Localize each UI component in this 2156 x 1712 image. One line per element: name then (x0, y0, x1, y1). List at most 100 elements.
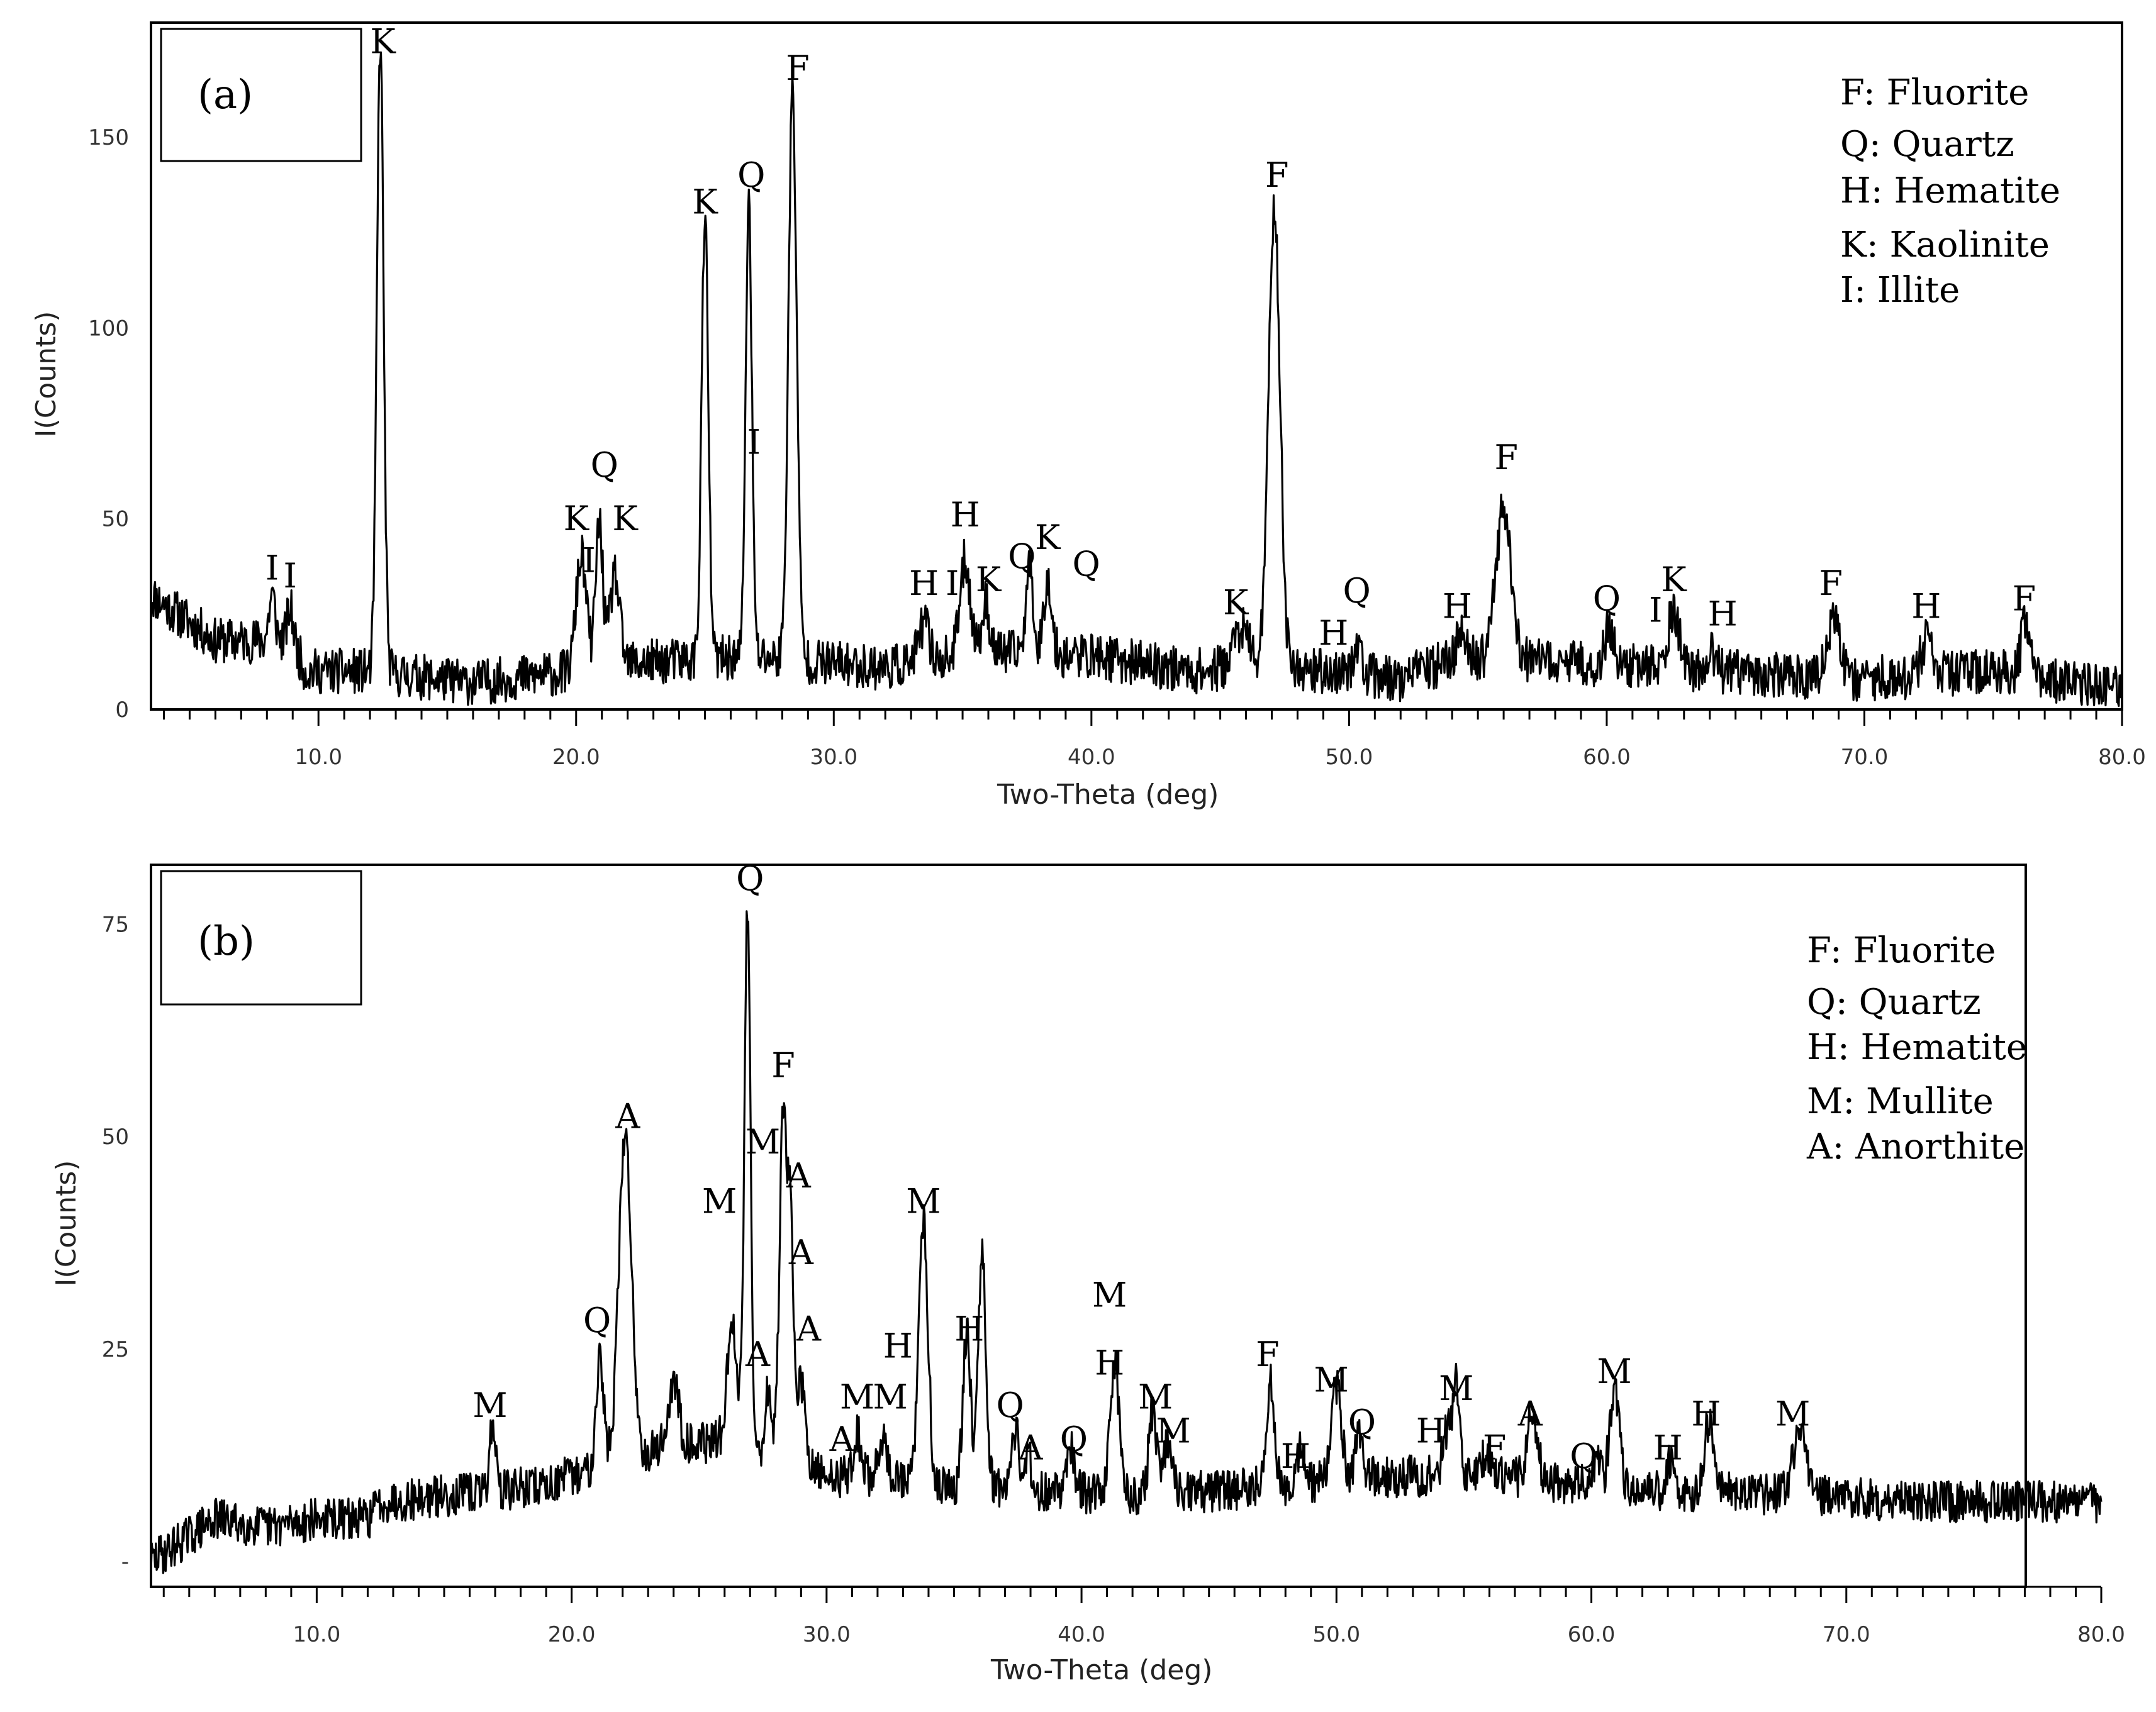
panel-label: (b) (198, 918, 255, 965)
peak-label-m: M (1597, 1352, 1631, 1391)
panel-label-box (160, 870, 362, 1006)
peak-label-k: K (370, 22, 396, 62)
x-tick-label: 40.0 (1068, 745, 1115, 770)
legend-entry-hematite: H: Hematite (1840, 170, 2060, 211)
y-axis-title: I(Counts) (30, 311, 62, 438)
peak-label-a: A (829, 1420, 855, 1459)
peak-label-h: H (1281, 1437, 1310, 1476)
x-tick-label: 70.0 (1841, 745, 1889, 770)
peak-label-q: Q (996, 1386, 1024, 1425)
x-tick-label: 20.0 (552, 745, 600, 770)
peak-label-i: I (583, 541, 596, 581)
peak-label-a: A (745, 1335, 771, 1374)
peak-label-h: H (1691, 1394, 1721, 1433)
panel-b: (b) Two-Theta (deg) I(Counts) F: Fluorit… (50, 859, 2125, 1686)
peak-label-q: Q (1008, 537, 1036, 577)
x-tick-label: 70.0 (1823, 1622, 1870, 1647)
x-tick-label: 50.0 (1326, 745, 1373, 770)
peak-label-a: A (786, 1156, 812, 1196)
peak-label-q: Q (1348, 1403, 1376, 1442)
peak-label-f: F (1256, 1335, 1279, 1374)
peak-label-k: K (976, 560, 1002, 599)
y-tick-label: 75 (102, 913, 129, 938)
peak-label-f: F (1265, 155, 1288, 195)
peak-label-m: M (702, 1182, 737, 1221)
y-tick-label: 25 (102, 1337, 129, 1362)
legend-entry-anorthite: A: Anorthite (1806, 1126, 2025, 1167)
x-axis-title: Two-Theta (deg) (990, 1654, 1212, 1686)
peak-label-a: A (615, 1097, 640, 1137)
peak-label-f: F (2013, 579, 2036, 618)
x-tick-label: 80.0 (2077, 1622, 2125, 1647)
peak-label-h: H (909, 564, 939, 603)
peak-label-q: Q (737, 155, 765, 195)
peak-label-m: M (472, 1386, 507, 1425)
x-tick-label: 30.0 (803, 1622, 851, 1647)
peak-label-h: H (1416, 1411, 1446, 1450)
peak-label-m: M (906, 1182, 941, 1221)
peak-label-h: H (1911, 586, 1941, 626)
xrd-trace (150, 52, 2123, 707)
legend-entry-mullite: M: Mullite (1807, 1081, 1994, 1122)
peak-label-f: F (1483, 1428, 1506, 1467)
panel-a: (a) Two-Theta (deg) I(Counts) F: Fluorit… (30, 21, 2146, 811)
legend-entry-illite: I: Illite (1840, 270, 1960, 311)
legend-entry-fluorite: F: Fluorite (1807, 930, 1996, 971)
axes-ticks: 10.0 20.0 30.0 40.0 50.0 60.0 70.0 80.0 0 50 100 15… (88, 125, 2146, 770)
x-tick-label: 60.0 (1583, 745, 1631, 770)
legend: F: Fluorite Q: Quartz H: Hematite K: Kao… (1840, 72, 2060, 311)
y-tick-label: 100 (88, 316, 129, 341)
diffraction-pattern (150, 910, 2103, 1574)
peak-label-f: F (1819, 564, 1842, 603)
y-tick-label: 150 (88, 125, 129, 150)
xrd-trace (150, 910, 2103, 1574)
peak-label-h: H (883, 1326, 913, 1365)
legend: F: Fluorite Q: Quartz H: Hematite M: Mul… (1806, 930, 2027, 1167)
peak-label-m: M (873, 1377, 908, 1416)
peak-label-q: Q (1060, 1420, 1088, 1459)
peak-label-k: K (612, 499, 639, 538)
x-tick-label: 60.0 (1568, 1622, 1616, 1647)
y-tick-label: 50 (102, 1125, 129, 1150)
peak-label-a: A (788, 1233, 814, 1272)
peak-label-i: I (283, 556, 296, 596)
peak-label-k: K (564, 499, 590, 538)
x-tick-label: 20.0 (548, 1622, 596, 1647)
peak-label-h: H (954, 1309, 984, 1348)
peak-label-m: M (1092, 1275, 1127, 1315)
peak-label-k: K (692, 182, 718, 221)
peak-label-m: M (840, 1377, 874, 1416)
x-tick-label: 50.0 (1312, 1622, 1360, 1647)
peak-label-a: A (1018, 1428, 1044, 1467)
plot-frame (150, 21, 2123, 711)
legend-entry-quartz: Q: Quartz (1807, 982, 1981, 1023)
peak-label-q: Q (1593, 579, 1621, 618)
axes-ticks: 10.0 20.0 30.0 40.0 50.0 60.0 70.0 80.0 - 25 50 75 (102, 913, 2125, 1647)
x-tick-label: 10.0 (294, 745, 342, 770)
peak-label-q: Q (591, 445, 618, 485)
panel-label-box (160, 28, 362, 162)
y-tick-label: 0 (115, 698, 129, 723)
legend-entry-hematite: H: Hematite (1807, 1027, 2027, 1068)
legend-entry-quartz: Q: Quartz (1840, 124, 2014, 165)
peak-label-q: Q (736, 859, 764, 899)
legend-entry-kaolinite: K: Kaolinite (1840, 225, 2050, 265)
peak-label-h: H (1319, 613, 1348, 653)
peak-label-m: M (1314, 1360, 1349, 1399)
peak-label-i: I (946, 564, 959, 603)
x-tick-label: 30.0 (810, 745, 857, 770)
peak-label-a: A (1517, 1394, 1543, 1433)
peak-label-h: H (951, 495, 980, 535)
peak-label-m: M (1156, 1411, 1190, 1450)
peak-label-q: Q (1343, 571, 1371, 611)
x-tick-label: 10.0 (293, 1622, 341, 1647)
peak-label-k: K (1223, 582, 1249, 622)
peak-label-i: I (1649, 590, 1662, 630)
y-tick-label: 50 (102, 507, 129, 532)
peak-label-i: I (265, 548, 279, 588)
peak-label-f: F (786, 48, 809, 88)
peak-label-k: K (1661, 560, 1687, 599)
